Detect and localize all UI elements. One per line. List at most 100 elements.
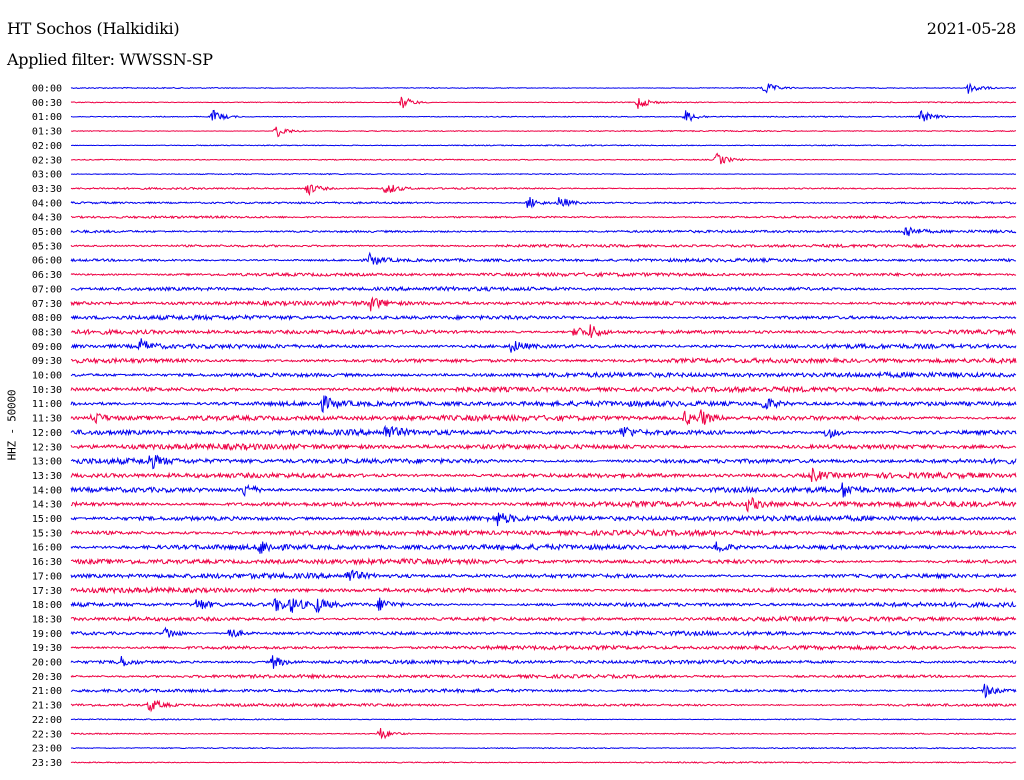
seismic-trace-row — [70, 626, 1017, 638]
seismic-trace-row — [70, 144, 1017, 147]
row-time-label: 21:00 — [32, 686, 62, 697]
row-time-label: 19:30 — [32, 643, 62, 654]
seismic-trace-row — [70, 569, 1017, 581]
seismic-trace-row — [70, 672, 1017, 680]
row-time-label: 12:00 — [32, 428, 62, 439]
seismic-trace-row — [70, 597, 1017, 614]
seismic-trace-row — [70, 214, 1017, 220]
seismic-trace-row — [70, 655, 1017, 669]
seismic-trace-row — [70, 585, 1017, 595]
seismic-trace-row — [70, 96, 1017, 109]
seismic-trace-row — [70, 296, 1017, 312]
row-time-label: 18:00 — [32, 600, 62, 611]
seismic-trace-row — [70, 541, 1017, 554]
seismic-trace-row — [70, 615, 1017, 623]
row-time-label: 10:00 — [32, 371, 62, 382]
seismic-trace-row — [70, 152, 1017, 165]
row-time-label: 23:30 — [32, 758, 62, 769]
seismic-trace-row — [70, 442, 1017, 452]
row-time-label: 20:00 — [32, 658, 62, 669]
row-time-label: 06:30 — [32, 270, 62, 281]
seismic-trace-row — [70, 370, 1017, 380]
row-time-label: 15:30 — [32, 528, 62, 539]
row-time-label: 11:30 — [32, 414, 62, 425]
seismic-trace-row — [70, 385, 1017, 394]
seismic-trace-row — [70, 395, 1017, 414]
seismic-trace-row — [70, 243, 1016, 249]
row-time-label: 13:00 — [32, 457, 62, 468]
seismic-trace-row — [70, 184, 1017, 197]
row-time-label: 00:00 — [32, 84, 62, 95]
seismic-trace-row — [70, 699, 1017, 713]
row-time-label: 20:30 — [32, 672, 62, 683]
seismic-trace-row — [70, 496, 1017, 513]
row-time-label: 04:00 — [32, 198, 62, 209]
seismic-trace-row — [70, 82, 1017, 94]
date-label: 2021-05-28 — [926, 19, 1017, 38]
row-time-label: 01:00 — [32, 112, 62, 123]
row-time-label: 17:00 — [32, 571, 62, 582]
seismic-trace-row — [70, 172, 1017, 176]
seismic-trace-row — [70, 356, 1017, 365]
row-time-label: 01:30 — [32, 127, 62, 138]
seismic-trace-row — [70, 718, 1017, 721]
seismic-trace-row — [70, 761, 1017, 764]
row-time-label: 16:30 — [32, 557, 62, 568]
seismic-trace-row — [70, 528, 1017, 538]
row-time-label: 17:30 — [32, 586, 62, 597]
row-time-label: 08:30 — [32, 327, 62, 338]
seismic-trace-row — [70, 482, 1017, 498]
row-time-label: 10:30 — [32, 385, 62, 396]
row-time-label: 09:30 — [32, 356, 62, 367]
row-time-label: 23:00 — [32, 744, 62, 755]
filter-label: Applied filter: WWSSN-SP — [7, 50, 213, 69]
seismic-trace-row — [70, 424, 1017, 439]
row-time-label: 04:30 — [32, 213, 62, 224]
row-time-label: 16:00 — [32, 543, 62, 554]
row-time-label: 00:30 — [32, 98, 62, 109]
row-time-label: 22:00 — [32, 715, 62, 726]
row-time-label: 07:00 — [32, 284, 62, 295]
station-title: HT Sochos (Halkidiki) — [7, 19, 180, 38]
seismic-trace-row — [70, 313, 1017, 322]
seismic-trace-row — [70, 512, 1017, 527]
seismic-trace-row — [70, 746, 1017, 750]
row-time-label: 13:30 — [32, 471, 62, 482]
row-time-label: 03:00 — [32, 170, 62, 181]
row-time-label: 02:00 — [32, 141, 62, 152]
row-time-label: 14:00 — [32, 485, 62, 496]
row-time-label: 19:00 — [32, 629, 62, 640]
row-time-label: 21:30 — [32, 701, 62, 712]
seismic-trace-row — [70, 644, 1017, 652]
seismic-trace-row — [70, 285, 1017, 292]
seismic-trace-row — [70, 454, 1017, 470]
row-time-label: 07:30 — [32, 299, 62, 310]
row-time-label: 09:00 — [32, 342, 62, 353]
seismic-trace-row — [70, 467, 1017, 483]
row-time-label: 11:00 — [32, 399, 62, 410]
seismic-trace-row — [70, 557, 1017, 566]
row-time-label: 08:00 — [32, 313, 62, 324]
seismic-trace-row — [70, 197, 1017, 209]
row-time-label: 02:30 — [32, 155, 62, 166]
row-time-label: 15:00 — [32, 514, 62, 525]
row-time-label: 05:30 — [32, 241, 62, 252]
seismic-trace-row — [70, 683, 1017, 699]
seismic-trace-row — [70, 251, 1017, 265]
seismic-trace-row — [70, 226, 1017, 237]
row-time-label: 05:00 — [32, 227, 62, 238]
seismic-trace-row — [70, 728, 1017, 740]
seismic-trace-row — [70, 126, 1017, 138]
seismic-trace-row — [70, 338, 1017, 353]
row-time-label: 12:30 — [32, 442, 62, 453]
seismic-trace-row — [70, 109, 1017, 123]
seismic-trace-row — [70, 324, 1017, 339]
row-time-label: 14:30 — [32, 500, 62, 511]
seismic-trace-row — [70, 271, 1017, 278]
row-time-label: 18:30 — [32, 614, 62, 625]
row-time-label: 22:30 — [32, 729, 62, 740]
seismic-trace-row — [70, 409, 1017, 426]
row-time-label: 03:30 — [32, 184, 62, 195]
row-time-label: 06:00 — [32, 256, 62, 267]
